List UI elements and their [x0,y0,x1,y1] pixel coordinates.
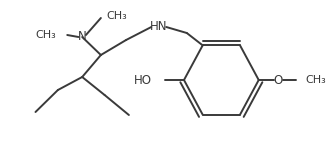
Text: HN: HN [150,20,168,33]
Text: CH₃: CH₃ [107,11,127,21]
Text: HO: HO [134,74,152,87]
Text: N: N [78,30,87,44]
Text: CH₃: CH₃ [305,75,326,85]
Text: O: O [274,74,283,87]
Text: CH₃: CH₃ [35,30,56,40]
